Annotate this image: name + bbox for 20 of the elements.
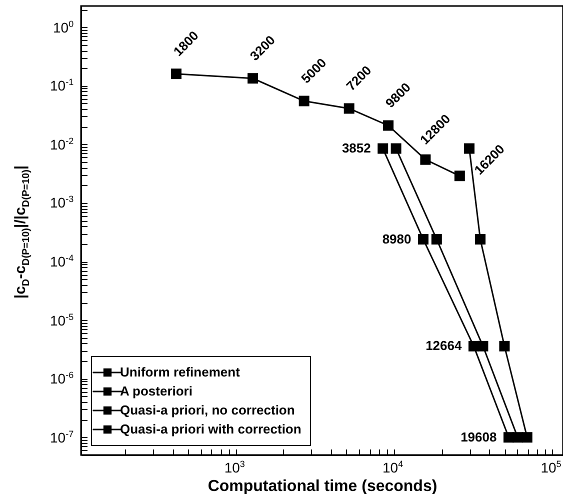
x-tick-label: 10$^{5}$	[540, 459, 562, 476]
annotation: 3852	[342, 140, 371, 156]
y-tick-label: 10$^{-5}$	[50, 312, 74, 328]
legend-label: Quasi-a priori, no correction	[120, 402, 295, 418]
legend-label: Quasi-a priori with correction	[120, 422, 302, 436]
y-tick-label: 10$^{-1}$	[50, 77, 74, 94]
legend-label: Uniform refinement	[120, 364, 241, 380]
annotation: 8980	[382, 231, 412, 246]
x-tick-label: 10$^{4}$	[382, 459, 404, 476]
y-tick-label: 10$^{0}$	[53, 18, 74, 36]
legend-label: A posteriori	[120, 384, 192, 398]
y-tick-label: 10$^{-6}$	[50, 370, 74, 387]
y-tick-label: 10$^{-7}$	[50, 428, 74, 446]
y-tick-label: 10$^{-3}$	[50, 194, 74, 212]
annotation: 19608	[460, 429, 497, 444]
y-tick-label: 10$^{-4}$	[50, 253, 74, 270]
annotation: 12664	[426, 338, 462, 354]
x-axis-title: Computational time (seconds)	[208, 478, 438, 495]
y-tick-label: 10$^{-2}$	[50, 136, 74, 153]
x-tick-label: 10$^{3}$	[224, 459, 245, 476]
